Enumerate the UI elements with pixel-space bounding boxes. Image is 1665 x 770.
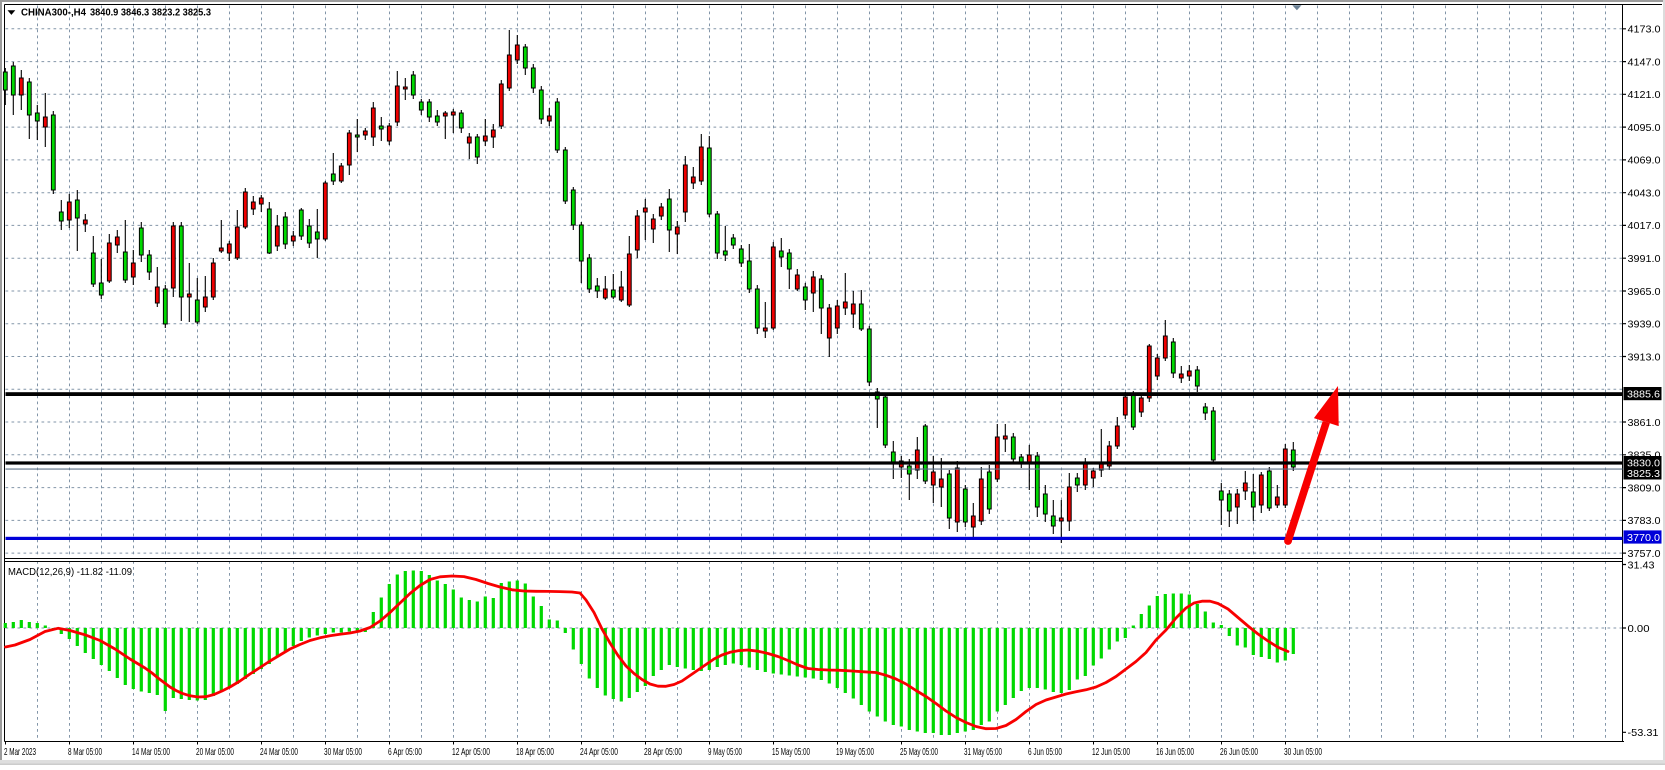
svg-text:4147.0: 4147.0 — [1628, 56, 1661, 68]
svg-text:4173.0: 4173.0 — [1628, 24, 1661, 36]
svg-text:12 Jun 05:00: 12 Jun 05:00 — [1092, 746, 1130, 758]
svg-text:3840.9 3846.3 3823.2 3825.3: 3840.9 3846.3 3823.2 3825.3 — [90, 7, 211, 19]
svg-text:3757.0: 3757.0 — [1628, 548, 1661, 560]
svg-text:30 Jun 05:00: 30 Jun 05:00 — [1284, 746, 1322, 758]
svg-text:19 May 05:00: 19 May 05:00 — [836, 746, 874, 758]
svg-text:3939.0: 3939.0 — [1628, 319, 1661, 331]
svg-text:14 Mar 05:00: 14 Mar 05:00 — [132, 746, 170, 758]
svg-text:26 Jun 05:00: 26 Jun 05:00 — [1220, 746, 1258, 758]
svg-text:31 May 05:00: 31 May 05:00 — [964, 746, 1002, 758]
svg-text:-53.31: -53.31 — [1628, 727, 1659, 739]
svg-text:3991.0: 3991.0 — [1628, 253, 1661, 265]
svg-text:4069.0: 4069.0 — [1628, 155, 1661, 167]
svg-text:8 Mar 05:00: 8 Mar 05:00 — [68, 746, 102, 758]
svg-text:3885.6: 3885.6 — [1627, 389, 1660, 401]
svg-text:0.00: 0.00 — [1628, 623, 1650, 635]
svg-text:3913.0: 3913.0 — [1628, 351, 1661, 363]
svg-text:MACD(12,26,9) -11.82 -11.09: MACD(12,26,9) -11.82 -11.09 — [8, 566, 132, 578]
svg-text:3809.0: 3809.0 — [1628, 482, 1661, 494]
svg-text:9 May 05:00: 9 May 05:00 — [708, 746, 742, 758]
svg-text:16 Jun 05:00: 16 Jun 05:00 — [1156, 746, 1194, 758]
svg-text:30 Mar 05:00: 30 Mar 05:00 — [324, 746, 362, 758]
svg-text:CHINA300-,H4: CHINA300-,H4 — [21, 7, 86, 19]
svg-text:2 Mar 2023: 2 Mar 2023 — [4, 746, 36, 758]
svg-text:12 Apr 05:00: 12 Apr 05:00 — [452, 746, 490, 758]
svg-text:4043.0: 4043.0 — [1628, 188, 1661, 200]
svg-text:24 Mar 05:00: 24 Mar 05:00 — [260, 746, 298, 758]
svg-text:3861.0: 3861.0 — [1628, 417, 1661, 429]
svg-text:6 Apr 05:00: 6 Apr 05:00 — [388, 746, 422, 758]
svg-text:4121.0: 4121.0 — [1628, 89, 1661, 101]
svg-text:3965.0: 3965.0 — [1628, 286, 1661, 298]
svg-text:4017.0: 4017.0 — [1628, 220, 1661, 232]
svg-text:25 May 05:00: 25 May 05:00 — [900, 746, 938, 758]
svg-text:18 Apr 05:00: 18 Apr 05:00 — [516, 746, 554, 758]
svg-text:31.43: 31.43 — [1628, 559, 1655, 571]
svg-text:3783.0: 3783.0 — [1628, 515, 1661, 527]
svg-text:3770.0: 3770.0 — [1627, 532, 1660, 544]
svg-text:15 May 05:00: 15 May 05:00 — [772, 746, 810, 758]
svg-text:28 Apr 05:00: 28 Apr 05:00 — [644, 746, 682, 758]
svg-text:24 Apr 05:00: 24 Apr 05:00 — [580, 746, 618, 758]
svg-text:3825.3: 3825.3 — [1627, 468, 1660, 480]
svg-text:6 Jun 05:00: 6 Jun 05:00 — [1028, 746, 1062, 758]
svg-text:4095.0: 4095.0 — [1628, 122, 1661, 134]
svg-text:20 Mar 05:00: 20 Mar 05:00 — [196, 746, 234, 758]
